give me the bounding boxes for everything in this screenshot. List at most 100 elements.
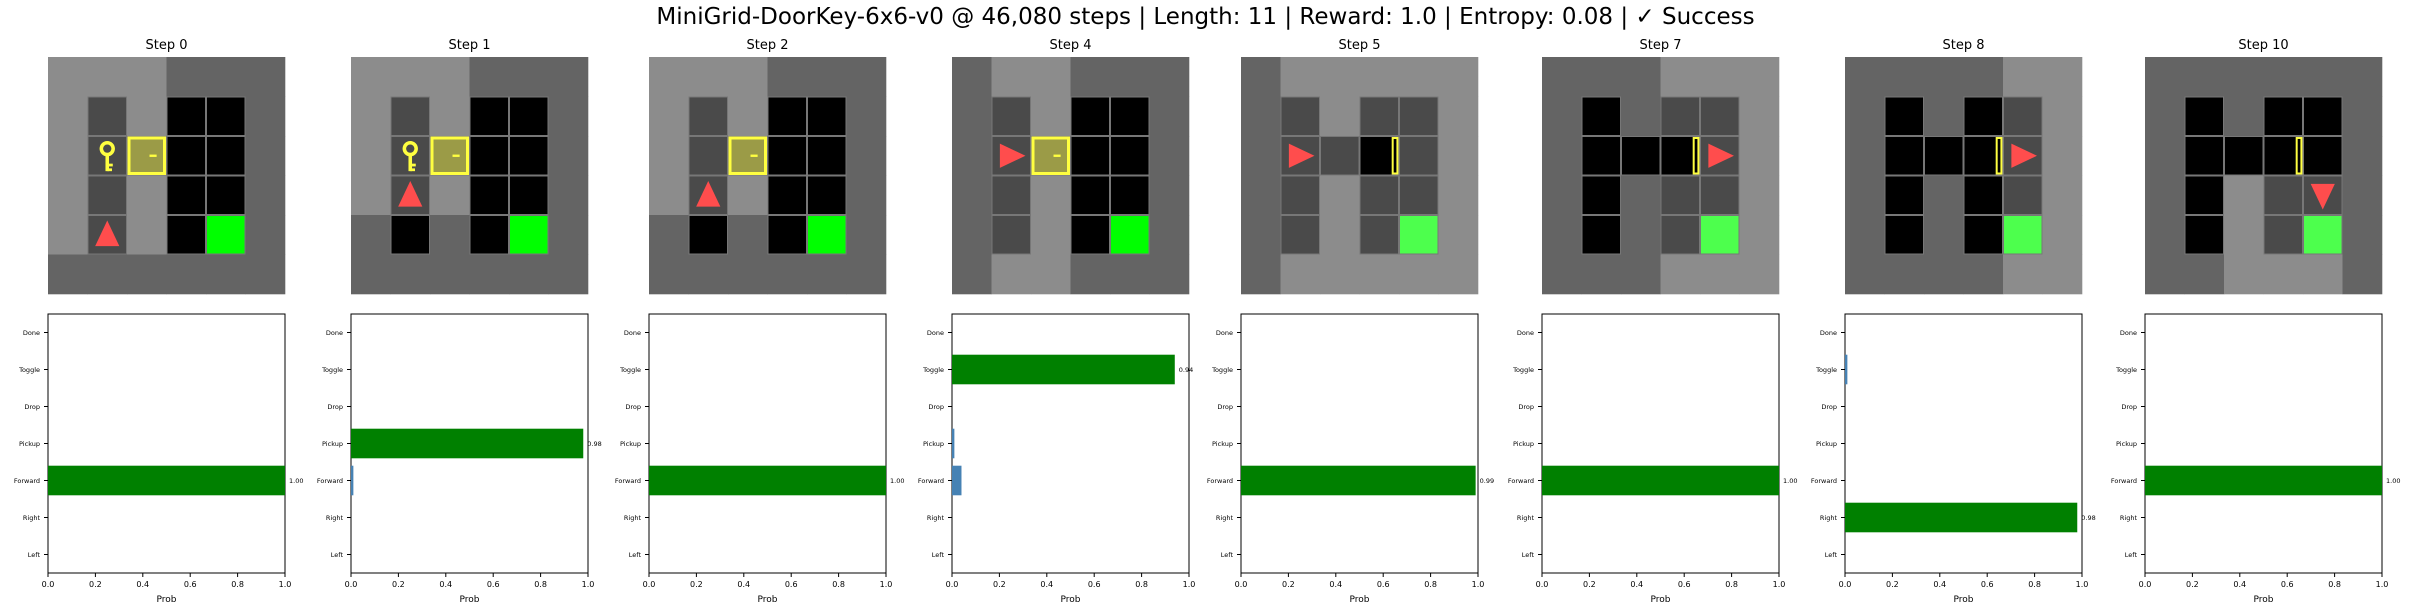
grid-cell bbox=[1581, 57, 1622, 97]
y-tick-label: Pickup bbox=[2116, 440, 2137, 448]
grid-cell bbox=[2184, 254, 2225, 295]
grid-cell bbox=[2224, 136, 2264, 176]
grid-cell bbox=[1110, 254, 1150, 295]
grid-cell bbox=[1359, 175, 1400, 216]
grid-cell bbox=[2303, 96, 2343, 137]
y-tick-label: Forward bbox=[1508, 477, 1534, 485]
y-tick-label: Forward bbox=[2111, 477, 2137, 485]
grid-cell bbox=[509, 254, 549, 295]
grid-cell bbox=[2042, 136, 2083, 176]
grid-line bbox=[1399, 136, 1439, 176]
y-tick-label: Left bbox=[1221, 551, 1234, 559]
grid-cell bbox=[1031, 57, 1071, 97]
grid-cell bbox=[245, 175, 286, 216]
y-tick-label: Toggle bbox=[619, 366, 641, 374]
grid-line bbox=[469, 175, 509, 215]
y-tick-label: Left bbox=[932, 551, 945, 559]
grid-cell bbox=[649, 57, 689, 97]
y-tick-label: Right bbox=[1216, 514, 1234, 522]
grid-line bbox=[206, 175, 246, 215]
grid-cell bbox=[2145, 96, 2185, 137]
grid-cell bbox=[1149, 57, 1190, 97]
y-tick-label: Left bbox=[2125, 551, 2138, 559]
grid-line bbox=[807, 175, 847, 215]
grid-cell bbox=[2263, 254, 2304, 295]
grid-cell bbox=[649, 215, 689, 255]
grid-line bbox=[206, 136, 246, 176]
grid-cell bbox=[430, 254, 470, 295]
grid-cell bbox=[1359, 254, 1400, 295]
grid-cell bbox=[767, 175, 808, 216]
grid-cell bbox=[952, 136, 992, 176]
y-tick-label: Pickup bbox=[1816, 440, 1837, 448]
grid-cell bbox=[1399, 136, 1439, 176]
x-axis-label: Prob bbox=[2254, 595, 2274, 605]
x-tick-label: 0.8 bbox=[2028, 580, 2041, 589]
step-panel: Step 7 Left Right Forward 1.00 Pickup Drop Togg… bbox=[1508, 38, 1798, 605]
agent-icon bbox=[1708, 143, 1734, 168]
grid-cell bbox=[2224, 175, 2264, 216]
key-icon bbox=[410, 163, 416, 167]
step-title: Step 1 bbox=[448, 38, 490, 53]
y-tick-label: Drop bbox=[625, 403, 641, 411]
grid-line bbox=[2303, 136, 2343, 176]
grid-cell bbox=[509, 57, 549, 97]
step-title: Step 10 bbox=[2238, 38, 2288, 53]
grid-cell bbox=[1581, 215, 1622, 255]
y-tick-label: Done bbox=[1216, 329, 1233, 337]
bar-forward bbox=[48, 465, 285, 496]
door-handle-icon bbox=[750, 154, 758, 157]
grid-cell bbox=[1660, 96, 1701, 137]
grid-cell bbox=[430, 175, 470, 216]
grid-line bbox=[991, 215, 1031, 255]
grid-cell bbox=[1070, 175, 1111, 216]
x-tick-label: 0.6 bbox=[1981, 580, 1994, 589]
bar-forward bbox=[1241, 465, 1476, 496]
grid-cell bbox=[127, 57, 167, 97]
agent-icon bbox=[696, 181, 721, 207]
door-handle-icon bbox=[452, 154, 460, 157]
grid-cell bbox=[807, 57, 847, 97]
x-tick-label: 0.6 bbox=[785, 580, 798, 589]
grid-cell bbox=[351, 175, 391, 216]
grid-cell bbox=[48, 175, 88, 216]
key-icon bbox=[410, 168, 415, 172]
grid-cell bbox=[2342, 57, 2383, 97]
x-tick-label: 0.2 bbox=[1583, 580, 1596, 589]
grid-cell bbox=[390, 96, 431, 137]
grid-line bbox=[1359, 215, 1399, 255]
step-title: Step 7 bbox=[1639, 38, 1681, 53]
bar-value-label: 1.00 bbox=[289, 477, 303, 485]
grid-line bbox=[1070, 215, 1110, 255]
grid-cell bbox=[87, 57, 128, 97]
grid-cell bbox=[1845, 136, 1885, 176]
grid-cell bbox=[206, 215, 246, 255]
grid-cell bbox=[952, 254, 992, 295]
bar-toggle bbox=[1845, 354, 1848, 385]
grid-cell bbox=[1621, 136, 1661, 176]
grid-cell bbox=[846, 215, 887, 255]
bar-forward bbox=[2145, 465, 2382, 496]
grid-cell bbox=[1739, 136, 1780, 176]
grid-line bbox=[2303, 96, 2343, 136]
grid-cell bbox=[48, 254, 88, 295]
x-tick-label: 0.6 bbox=[2281, 580, 2294, 589]
grid-line bbox=[1581, 136, 1621, 176]
grid-cell bbox=[1110, 96, 1150, 137]
grid-cell bbox=[1700, 57, 1740, 97]
grid-line bbox=[1660, 215, 1700, 255]
grid-line bbox=[1581, 215, 1621, 255]
grid-cell bbox=[48, 96, 88, 137]
grid-cell bbox=[1542, 136, 1582, 176]
grid-line bbox=[206, 96, 246, 136]
grid-cell bbox=[430, 96, 470, 137]
step-panel: Step 4 Left Right Forward Pickup Drop Toggle 0.… bbox=[918, 38, 1196, 605]
grid-cell bbox=[548, 175, 589, 216]
y-tick-label: Done bbox=[927, 329, 944, 337]
y-tick-label: Pickup bbox=[19, 440, 40, 448]
x-tick-label: 1.0 bbox=[279, 580, 292, 589]
grid-cell bbox=[469, 136, 510, 176]
x-tick-label: 0.0 bbox=[643, 580, 656, 589]
grid-cell bbox=[1845, 96, 1885, 137]
agent-icon bbox=[95, 220, 120, 247]
